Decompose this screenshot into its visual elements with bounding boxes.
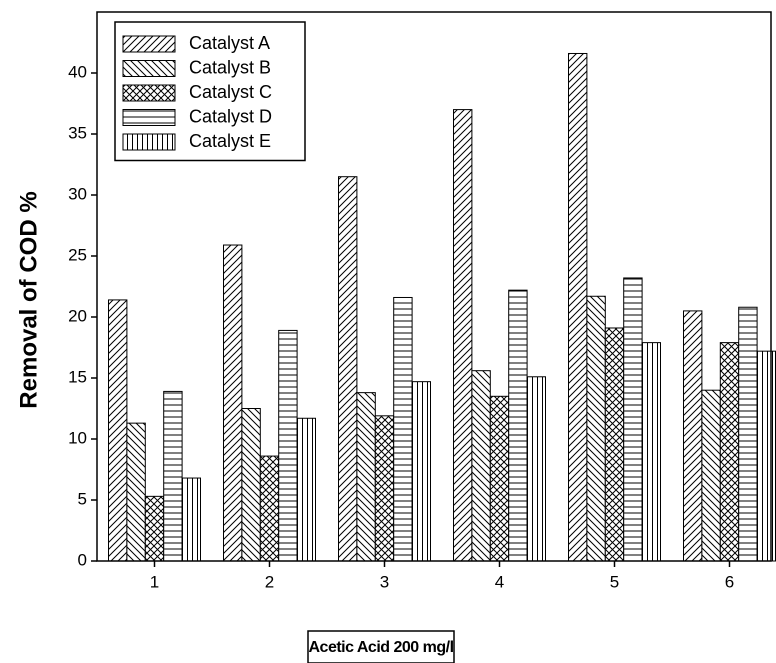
y-tick-label: 20 bbox=[68, 306, 87, 325]
bar bbox=[471, 370, 491, 562]
bar bbox=[526, 376, 546, 562]
bar bbox=[489, 395, 510, 562]
legend-label: Catalyst A bbox=[189, 33, 270, 53]
bar bbox=[126, 422, 146, 562]
bar bbox=[181, 477, 202, 562]
bar bbox=[586, 295, 606, 562]
legend-swatch bbox=[122, 133, 176, 151]
legend-swatch bbox=[122, 109, 176, 126]
x-tick-label: 2 bbox=[265, 572, 274, 591]
y-tick-label: 40 bbox=[68, 62, 87, 81]
bar bbox=[719, 342, 740, 562]
bar bbox=[683, 310, 703, 562]
x-tick-label: 4 bbox=[495, 572, 504, 591]
y-axis-title: Removal of COD % bbox=[15, 191, 42, 408]
legend-label: Catalyst C bbox=[189, 82, 272, 102]
bar bbox=[623, 277, 643, 562]
y-tick-label: 15 bbox=[68, 367, 87, 386]
bar bbox=[374, 415, 395, 562]
bar bbox=[223, 244, 243, 562]
y-tick-label: 10 bbox=[68, 428, 87, 447]
bar bbox=[278, 329, 298, 562]
bar bbox=[604, 327, 625, 562]
x-tick-label: 1 bbox=[150, 572, 159, 591]
bar bbox=[296, 417, 317, 562]
y-tick-label: 30 bbox=[68, 184, 87, 203]
bar bbox=[356, 392, 376, 562]
legend-swatch bbox=[122, 35, 176, 53]
x-tick-label: 3 bbox=[380, 572, 389, 591]
bar bbox=[259, 455, 280, 562]
bar bbox=[738, 306, 758, 562]
x-axis-title-box bbox=[307, 630, 455, 663]
bar bbox=[338, 176, 358, 562]
legend-swatch bbox=[122, 60, 176, 77]
legend-label: Catalyst D bbox=[189, 106, 272, 126]
x-tick-label: 6 bbox=[725, 572, 734, 591]
y-tick-label: 0 bbox=[78, 550, 87, 569]
bar bbox=[568, 52, 588, 562]
bar bbox=[144, 495, 165, 562]
bar bbox=[108, 299, 128, 562]
bar bbox=[756, 350, 776, 562]
x-tick-label: 5 bbox=[610, 572, 619, 591]
y-tick-label: 25 bbox=[68, 245, 87, 264]
bar bbox=[453, 109, 473, 562]
plot-frame bbox=[96, 11, 772, 562]
bar bbox=[163, 390, 183, 562]
legend-label: Catalyst B bbox=[189, 57, 271, 77]
bar bbox=[641, 342, 661, 562]
bar bbox=[508, 289, 528, 562]
legend-label: Catalyst E bbox=[189, 131, 271, 151]
bar bbox=[411, 381, 432, 562]
y-tick-label: 35 bbox=[68, 123, 87, 142]
y-tick-label: 5 bbox=[78, 489, 87, 508]
bar bbox=[701, 389, 721, 562]
bar bbox=[393, 296, 413, 562]
legend-swatch bbox=[122, 84, 176, 102]
x-axis-title: Acetic Acid 200 mg/l bbox=[308, 639, 453, 656]
bar bbox=[241, 408, 261, 562]
